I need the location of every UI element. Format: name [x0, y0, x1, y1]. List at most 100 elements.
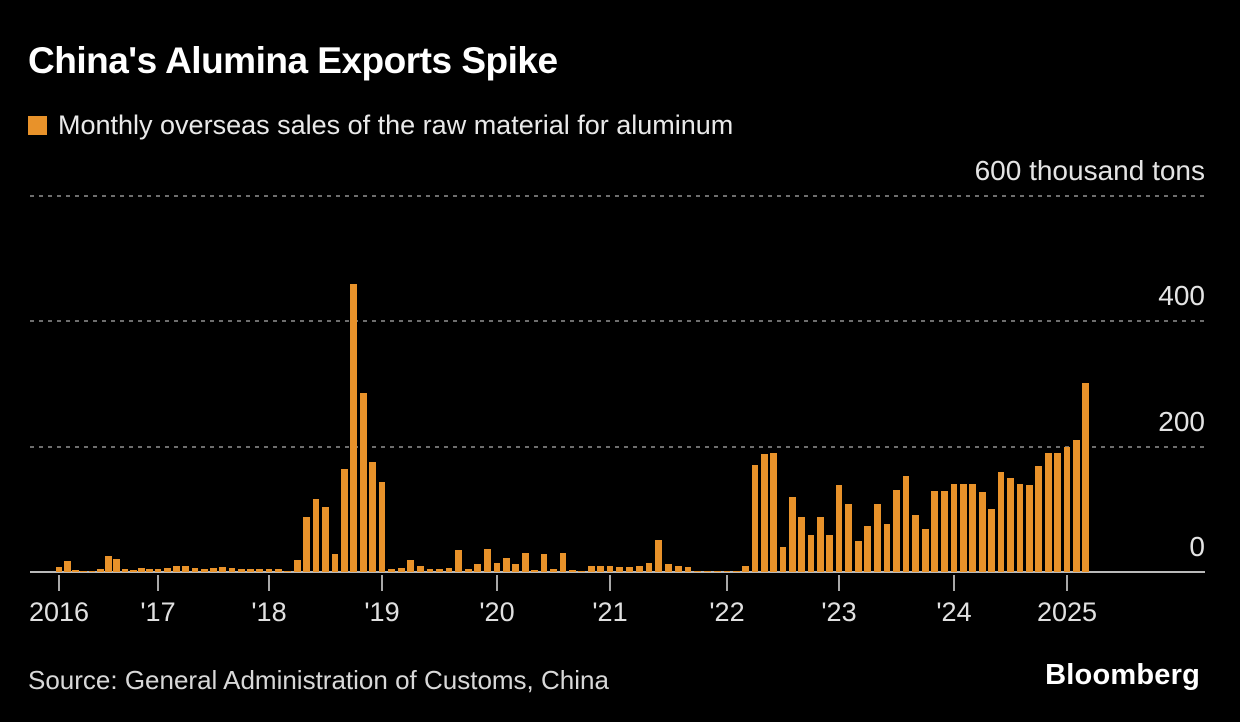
x-axis-tick	[726, 575, 728, 591]
bar	[138, 568, 145, 572]
bar	[200, 568, 208, 572]
bar	[388, 569, 395, 572]
bar	[645, 562, 653, 572]
bar	[219, 566, 227, 572]
bar	[55, 566, 63, 572]
bar	[1054, 452, 1061, 572]
bar	[950, 484, 958, 572]
bar	[210, 568, 217, 572]
bar	[960, 484, 967, 572]
bar	[864, 525, 872, 572]
bar	[96, 569, 104, 572]
bar	[163, 567, 171, 572]
bar	[322, 507, 329, 572]
bar	[173, 565, 180, 572]
bar	[779, 546, 787, 572]
bar	[1035, 466, 1043, 572]
bar	[665, 563, 672, 572]
bar	[931, 490, 939, 572]
x-axis-label: 2016	[28, 597, 90, 627]
x-axis-label: '23	[821, 597, 857, 627]
x-axis-label: '18	[251, 597, 287, 627]
bar	[72, 570, 79, 572]
bar	[484, 549, 491, 572]
bar	[455, 550, 463, 572]
bar	[1007, 478, 1014, 572]
orange-square-icon	[28, 116, 47, 135]
bar	[788, 497, 796, 572]
bar	[359, 392, 367, 572]
bar	[503, 558, 510, 572]
bar	[941, 490, 948, 572]
bar	[237, 568, 245, 572]
bar	[191, 567, 199, 572]
bar	[378, 481, 386, 572]
y-axis-label: 0	[1189, 531, 1205, 562]
bar	[1025, 484, 1033, 572]
bar	[616, 566, 624, 572]
bar	[1072, 439, 1080, 572]
x-axis-label: '17	[140, 597, 176, 627]
x-axis-tick	[1066, 575, 1068, 591]
bar	[732, 571, 740, 572]
x-axis-label: '22	[709, 597, 745, 627]
bar	[559, 553, 567, 572]
x-axis-tick	[496, 575, 498, 591]
bar	[247, 568, 254, 572]
gridline	[30, 320, 1205, 323]
bar	[587, 566, 595, 572]
bar	[531, 570, 539, 572]
bar	[807, 535, 815, 572]
gridline	[30, 195, 1205, 197]
bar	[228, 568, 236, 572]
bar	[340, 469, 348, 572]
legend-label: Monthly overseas sales of the raw materi…	[58, 110, 734, 140]
x-axis-label: 2025	[1036, 597, 1098, 627]
bar	[540, 553, 548, 572]
bar	[303, 516, 311, 572]
bar	[902, 476, 910, 572]
bar	[521, 553, 529, 572]
bar	[416, 565, 424, 572]
bar	[674, 565, 682, 572]
x-axis-line	[30, 571, 1205, 573]
bar	[256, 569, 264, 572]
bar	[997, 471, 1005, 572]
bar	[265, 569, 273, 572]
bar	[1082, 383, 1090, 572]
bar	[578, 570, 586, 572]
bar	[512, 563, 520, 572]
bar	[704, 571, 711, 572]
bar	[921, 529, 929, 572]
bar	[969, 484, 977, 572]
x-axis-label: '24	[936, 597, 972, 627]
bar	[88, 570, 96, 572]
bar	[397, 568, 405, 572]
x-axis-tick	[381, 575, 383, 591]
bar	[912, 514, 920, 572]
chart-legend: Monthly overseas sales of the raw materi…	[28, 110, 733, 141]
bar	[113, 558, 121, 572]
bar	[350, 283, 358, 572]
bar	[883, 524, 891, 572]
bar	[770, 452, 778, 572]
bar	[798, 516, 806, 572]
x-axis-tick	[157, 575, 159, 591]
bar	[694, 570, 702, 572]
bar	[129, 570, 137, 572]
bar	[369, 461, 376, 572]
bar	[713, 570, 721, 572]
bar	[1016, 484, 1024, 572]
bloomberg-logo: Bloomberg	[1045, 659, 1200, 691]
x-axis-label: '20	[479, 597, 515, 627]
bar	[80, 570, 88, 572]
bar	[445, 568, 453, 572]
bar	[407, 560, 415, 572]
y-axis-label: 200	[1158, 405, 1205, 437]
bar	[723, 570, 731, 572]
bar	[978, 492, 986, 572]
bar	[826, 535, 834, 572]
x-axis-tick	[58, 575, 60, 591]
bar	[626, 566, 633, 572]
